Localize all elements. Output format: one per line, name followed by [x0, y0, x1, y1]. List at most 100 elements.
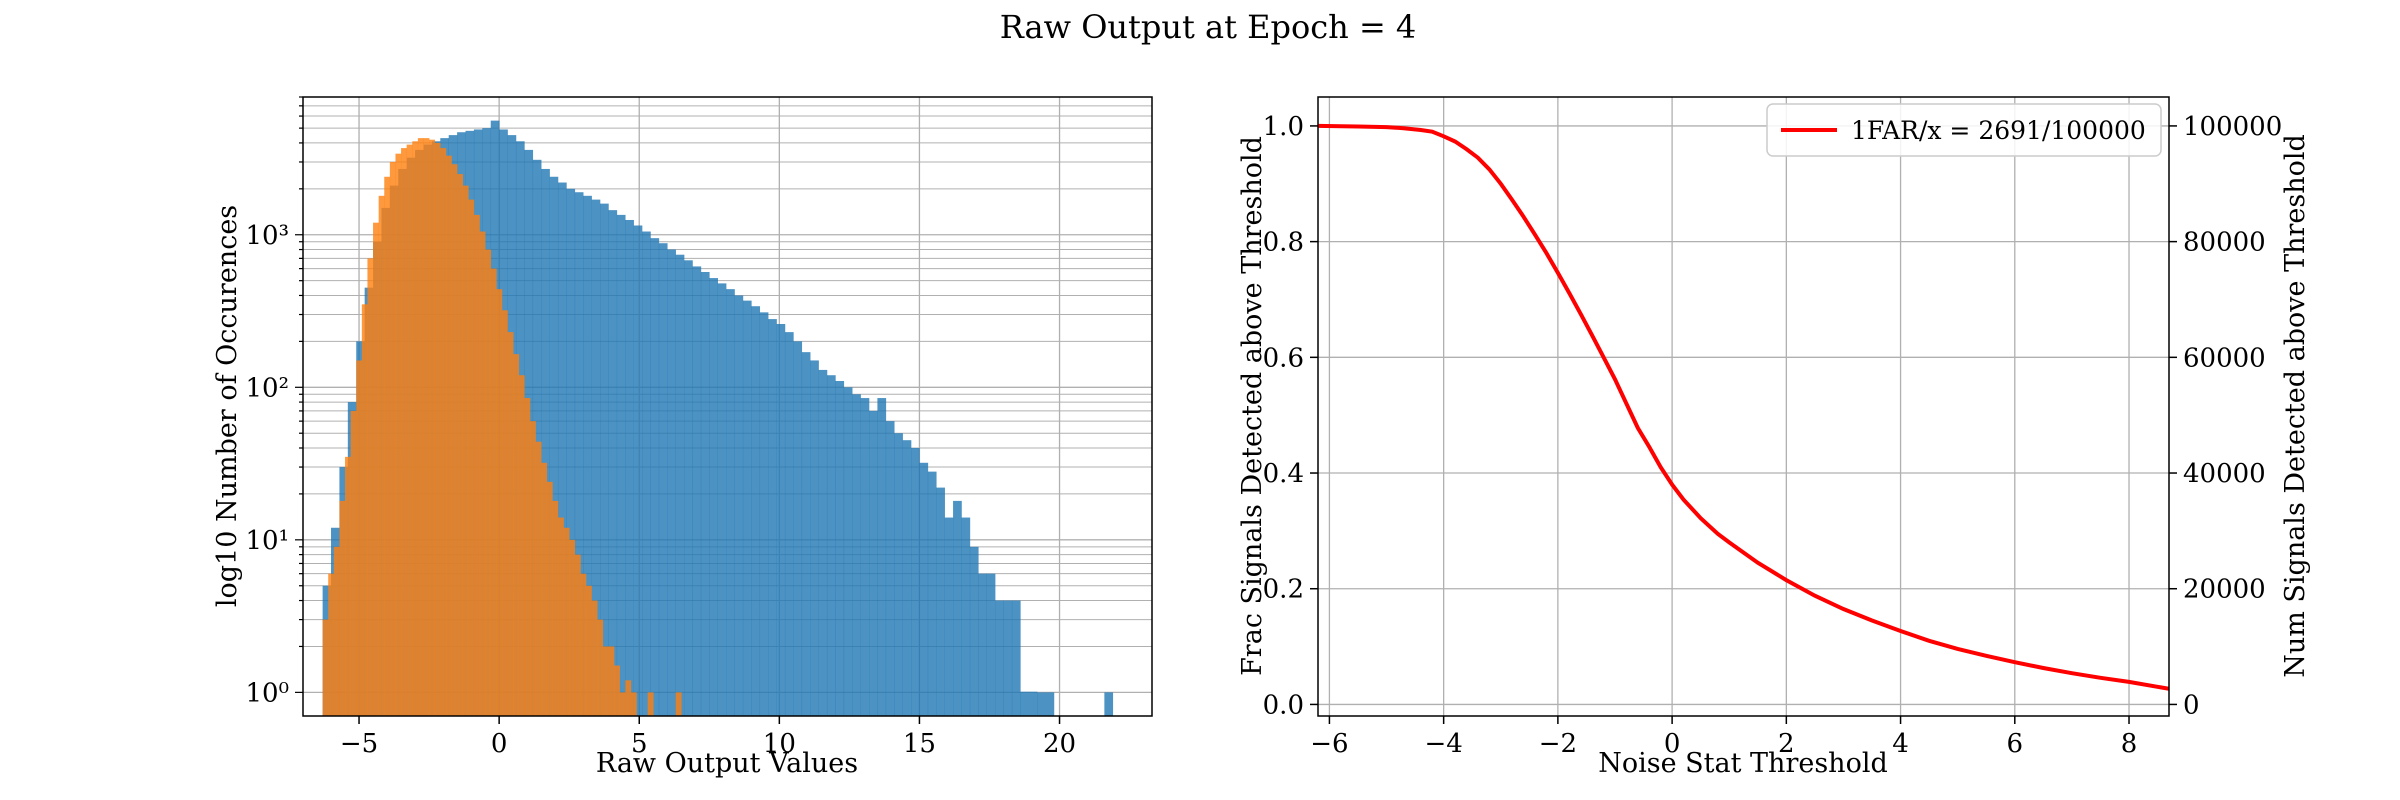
histogram-y-tick-label: 10¹	[245, 526, 289, 556]
detection-x-tick-label: 8	[2121, 729, 2138, 759]
histogram-bar-blue	[986, 573, 996, 716]
histogram-bar-blue	[557, 182, 567, 716]
histogram-bar-orange	[563, 527, 570, 716]
histogram-bar-orange	[580, 573, 587, 716]
histogram-bar-blue	[700, 271, 710, 716]
histogram-bar-blue	[633, 225, 643, 716]
histogram-bar-blue	[759, 312, 769, 716]
detection-x-tick-label: 4	[1892, 729, 1909, 759]
histogram-bar-blue	[885, 421, 895, 716]
histogram-bar-blue	[961, 517, 971, 716]
histogram-bar-orange	[619, 692, 626, 716]
detection-y-tick-label: 0.0	[1263, 690, 1304, 720]
histogram-bar-blue	[784, 332, 794, 716]
detection-curve-layer	[1318, 123, 2169, 691]
histogram-bar-blue	[919, 462, 929, 716]
histogram-y-tick-label: 10²	[245, 373, 289, 403]
histogram-bar-blue	[1020, 691, 1038, 716]
histogram-bar-orange	[614, 665, 620, 716]
histogram-bar-orange	[597, 619, 604, 716]
histogram-bar-blue	[684, 260, 693, 716]
histogram-bar-blue	[776, 323, 786, 716]
histogram-bar-blue	[532, 159, 542, 716]
histogram-bar-orange	[529, 421, 536, 716]
histogram-bar-orange	[479, 231, 486, 716]
histogram-plot-frame	[302, 96, 1153, 717]
histogram-bar-orange	[473, 214, 480, 716]
histogram-bar-blue	[793, 341, 803, 716]
histogram-bar-orange	[501, 310, 508, 716]
histogram-bar-orange	[412, 141, 419, 716]
histogram-bar-blue	[583, 195, 592, 716]
histogram-bar-orange	[339, 500, 346, 716]
histogram-bar-blue	[726, 289, 735, 716]
detection-y-ticks-right: 0 20000 40000 60000 80000 100000	[2169, 112, 2282, 720]
histogram-bar-blue	[911, 447, 920, 716]
histogram-bar-orange	[675, 692, 682, 716]
histogram-chart: −5 0 5 10 15 20 10⁰ 10¹ 10² 10³ Raw Output Value…	[212, 96, 1153, 779]
histogram-bar-orange	[535, 441, 542, 716]
detection-chart: −6 −4 −2 0 2 4 6 8 0.0 0.2 0.4 0.6 0.8 1.0 0 20000 400…	[1237, 96, 2311, 779]
histogram-bar-blue	[608, 210, 618, 716]
histogram-bar-blue	[751, 306, 761, 716]
histogram-bar-orange	[462, 185, 469, 716]
detection-x-tick-label: 6	[2007, 729, 2024, 759]
histogram-bar-blue	[658, 243, 668, 716]
histogram-bar-blue	[978, 573, 987, 716]
histogram-bar-blue	[810, 360, 819, 716]
histogram-bar-orange	[608, 646, 615, 716]
histogram-x-tick-label: 0	[491, 729, 508, 759]
histogram-bar-orange	[328, 573, 335, 716]
histogram-bar-orange	[423, 138, 430, 716]
histogram-bar-orange	[373, 222, 379, 716]
histogram-bar-orange	[625, 680, 632, 716]
histogram-bar-blue	[969, 546, 979, 716]
histogram-bar-orange	[574, 554, 581, 716]
histogram-y-ticks: 10⁰ 10¹ 10² 10³	[245, 96, 303, 708]
histogram-bars	[322, 120, 1114, 716]
histogram-bar-orange	[361, 304, 368, 716]
histogram-bar-blue	[818, 369, 828, 716]
detection-legend: 1FAR/x = 2691/100000	[1766, 103, 2162, 157]
histogram-bar-blue	[835, 380, 845, 716]
histogram-bar-orange	[518, 375, 525, 716]
histogram-bar-blue	[953, 500, 962, 716]
histogram-x-ticks: −5 0 5 10 15 20	[340, 716, 1076, 759]
histogram-bar-blue	[650, 238, 660, 716]
detection-y-tick-label-right: 40000	[2183, 459, 2266, 489]
histogram-y-tick-label: 10⁰	[245, 678, 289, 708]
histogram-bar-blue	[541, 168, 550, 716]
detection-x-tick-label: 0	[1664, 729, 1681, 759]
histogram-bar-blue	[566, 188, 576, 716]
histogram-y-axis-label: log10 Number of Occurences	[212, 205, 243, 607]
histogram-y-tick-label: 10³	[245, 221, 289, 251]
histogram-bar-blue	[692, 266, 702, 716]
histogram-bar-blue	[709, 278, 718, 716]
histogram-x-tick-label: 10	[763, 729, 796, 759]
histogram-bar-blue	[826, 375, 836, 716]
histogram-x-tick-label: 15	[903, 729, 936, 759]
histogram-bar-orange	[546, 481, 553, 716]
figure-title: Raw Output at Epoch = 4	[1000, 8, 1417, 46]
detection-x-tick-label: −6	[1310, 729, 1348, 759]
legend-box	[1766, 103, 2162, 157]
detection-y-tick-label-right: 100000	[2183, 112, 2282, 142]
histogram-x-tick-label: −5	[340, 729, 378, 759]
detection-y-tick-label: 0.4	[1263, 459, 1304, 489]
histogram-bar-orange	[434, 142, 441, 716]
histogram-bar-orange	[457, 174, 464, 716]
histogram-bar-blue	[894, 433, 903, 716]
histogram-bar-orange	[552, 500, 559, 716]
histogram-bar-blue	[768, 319, 777, 716]
histogram-bar-orange	[401, 148, 407, 716]
histogram-bar-blue	[642, 231, 651, 716]
histogram-bar-blue	[616, 214, 626, 716]
histogram-bar-blue	[902, 440, 912, 716]
histogram-bar-orange	[322, 619, 329, 716]
histogram-bar-orange	[417, 138, 424, 716]
histogram-bar-orange	[429, 139, 435, 716]
detection-grid	[1318, 97, 2169, 716]
legend-label: 1FAR/x = 2691/100000	[1851, 116, 2146, 145]
histogram-bar-blue	[1104, 692, 1114, 716]
